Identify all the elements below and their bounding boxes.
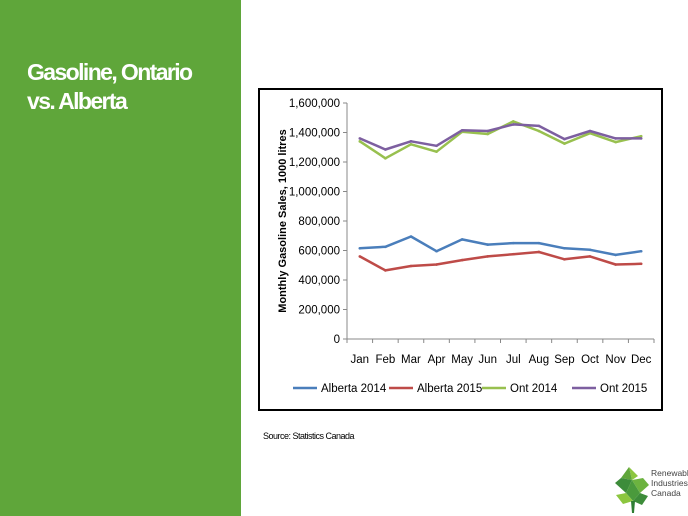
data-point <box>563 258 566 261</box>
series-line-alberta-2015 <box>359 250 642 272</box>
data-point <box>537 241 541 245</box>
data-point <box>588 129 592 133</box>
y-tick-label: 600,000 <box>298 246 340 258</box>
data-point <box>460 128 464 132</box>
data-point <box>511 241 515 245</box>
data-point <box>435 263 438 266</box>
data-point <box>614 137 617 140</box>
y-axis-title: Monthly Gasoline Sales, 1000 litres <box>277 129 289 312</box>
data-point <box>486 255 490 258</box>
data-point <box>639 249 643 253</box>
data-point <box>435 150 438 153</box>
data-point <box>435 144 438 148</box>
y-tick-label: 1,200,000 <box>289 157 340 169</box>
line-chart: 0 200,000 400,000 600,000 800,000 1,000,000 1,… <box>277 98 655 395</box>
data-point <box>409 264 413 268</box>
x-tick-label: May <box>451 354 473 366</box>
legend-label: Alberta 2015 <box>417 383 482 395</box>
logo-line-3: Canada <box>651 488 681 498</box>
data-point <box>384 148 387 151</box>
data-point <box>639 137 643 140</box>
x-tick-label: Jan <box>351 354 370 366</box>
data-point <box>460 238 464 241</box>
logo-wordmark: Renewable Industries Canada <box>651 468 688 498</box>
y-tick-label: 800,000 <box>298 216 340 228</box>
x-tick-label: Dec <box>631 354 652 366</box>
source-note: Source: Statistics Canada <box>263 431 355 441</box>
data-point <box>563 142 566 145</box>
data-point <box>486 132 490 136</box>
slide-title-line-1: Gasoline, Ontario <box>27 59 193 85</box>
data-point <box>537 124 541 128</box>
series-line-alberta-2014 <box>359 235 642 257</box>
data-point <box>537 250 541 254</box>
data-point <box>614 253 617 257</box>
data-point <box>358 255 362 258</box>
data-point <box>384 245 387 249</box>
y-tick-label: 1,400,000 <box>289 128 340 140</box>
legend-label: Ont 2015 <box>600 383 647 395</box>
data-point <box>486 243 490 246</box>
data-point <box>409 235 413 238</box>
y-tick-label: 200,000 <box>298 305 340 317</box>
data-point <box>511 252 515 256</box>
x-tick-label: Apr <box>428 354 446 366</box>
data-point <box>639 262 643 266</box>
data-point <box>384 269 387 272</box>
data-point <box>639 134 643 138</box>
y-tick-label: 1,000,000 <box>289 187 340 199</box>
logo-line-1: Renewable <box>651 468 688 478</box>
data-point <box>384 157 387 160</box>
legend-label: Ont 2014 <box>510 383 558 395</box>
x-tick-label: Sep <box>554 354 574 366</box>
x-tick-label: Feb <box>375 354 395 366</box>
data-point <box>614 263 617 266</box>
data-point <box>409 140 413 143</box>
y-tick-label: 0 <box>334 334 340 346</box>
data-point <box>460 258 464 262</box>
data-point <box>511 120 515 123</box>
data-point <box>563 137 566 141</box>
y-tick-label: 400,000 <box>298 275 340 287</box>
data-point <box>358 246 362 250</box>
x-tick-label: Aug <box>529 354 549 366</box>
data-point <box>537 129 541 133</box>
data-point <box>435 249 438 253</box>
data-point <box>511 123 515 126</box>
maple-leaf-logo-icon <box>615 467 649 513</box>
data-point <box>409 143 413 146</box>
data-point <box>614 140 617 144</box>
slide-title-line-2: vs. Alberta <box>27 88 128 114</box>
logo-line-2: Industries <box>651 478 688 488</box>
x-tick-label: Jun <box>478 354 497 366</box>
x-tick-label: Mar <box>401 354 421 366</box>
chart-frame: 0 200,000 400,000 600,000 800,000 1,000,000 1,… <box>258 88 663 411</box>
data-point <box>563 246 566 250</box>
x-tick-label: Jul <box>506 354 521 366</box>
data-point <box>588 248 592 252</box>
series-line-ont-2015 <box>359 123 642 151</box>
x-tick-label: Oct <box>581 354 600 366</box>
legend-label: Alberta 2014 <box>321 383 387 395</box>
x-tick-label: Nov <box>605 354 626 366</box>
data-point <box>588 255 592 258</box>
data-point <box>358 137 362 140</box>
sidebar-panel: Gasoline, Ontario vs. Alberta <box>0 0 241 516</box>
slide-title: Gasoline, Ontario vs. Alberta <box>27 58 232 116</box>
data-point <box>588 131 592 135</box>
y-tick-label: 1,600,000 <box>289 98 340 110</box>
data-point <box>486 129 490 133</box>
data-point <box>358 140 362 143</box>
